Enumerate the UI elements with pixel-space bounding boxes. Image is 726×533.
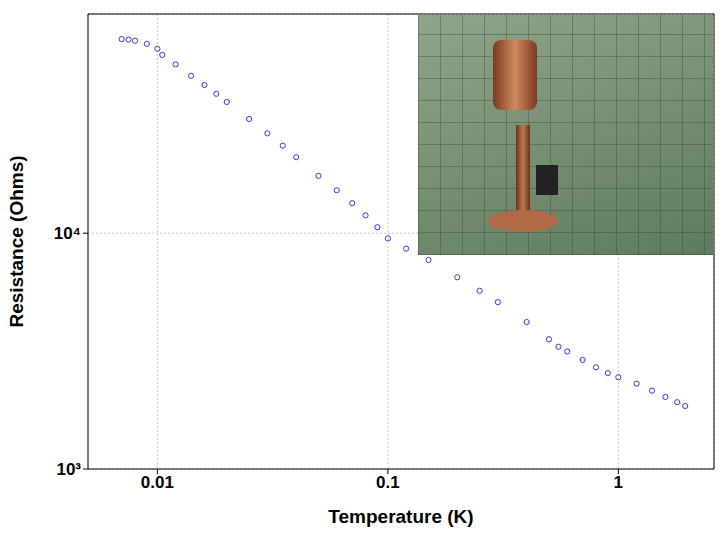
svg-text:1: 1 xyxy=(614,473,623,492)
svg-text:0.01: 0.01 xyxy=(141,473,174,492)
svg-text:Temperature (K): Temperature (K) xyxy=(328,506,473,527)
svg-text:0.1: 0.1 xyxy=(376,473,400,492)
svg-text:10³: 10³ xyxy=(56,460,81,479)
svg-text:Resistance (Ohms): Resistance (Ohms) xyxy=(6,155,27,327)
svg-text:10⁴: 10⁴ xyxy=(54,224,81,243)
